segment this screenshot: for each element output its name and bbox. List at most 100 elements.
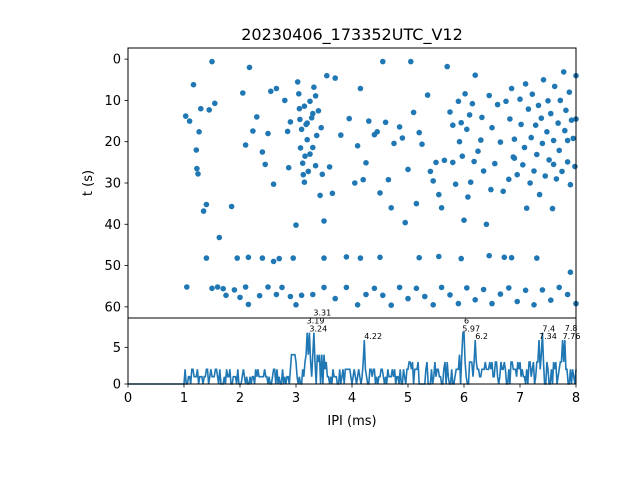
scatter-point-231 bbox=[567, 269, 574, 276]
scatter-point-136 bbox=[528, 134, 534, 141]
scatter-point-104 bbox=[467, 179, 474, 185]
scatter-point-52 bbox=[315, 108, 322, 114]
histogram-x-tick-label: 7 bbox=[516, 391, 524, 406]
scatter-y-tick-label: 40 bbox=[104, 218, 121, 233]
scatter-point-108 bbox=[475, 148, 481, 154]
scatter-point-88 bbox=[436, 191, 442, 198]
scatter-point-161 bbox=[563, 107, 569, 114]
scatter-point-37 bbox=[297, 145, 304, 151]
scatter-point-9 bbox=[203, 201, 210, 208]
scatter-point-48 bbox=[310, 144, 316, 151]
scatter-point-121 bbox=[503, 98, 509, 105]
scatter-point-218 bbox=[259, 255, 266, 261]
scatter-point-186 bbox=[332, 295, 339, 302]
scatter-y-tick-label: 0 bbox=[113, 53, 121, 68]
scatter-point-207 bbox=[514, 298, 520, 305]
scatter-point-18 bbox=[246, 64, 253, 71]
scatter-point-191 bbox=[380, 292, 386, 299]
scatter-point-40 bbox=[300, 171, 307, 178]
scatter-point-162 bbox=[564, 159, 571, 165]
scatter-point-190 bbox=[371, 285, 378, 292]
scatter-point-181 bbox=[287, 293, 294, 300]
scatter-point-23 bbox=[265, 130, 271, 137]
scatter-point-103 bbox=[466, 112, 473, 118]
scatter-point-45 bbox=[305, 168, 312, 175]
scatter-y-tick-label: 60 bbox=[104, 300, 121, 315]
scatter-point-96 bbox=[456, 138, 463, 145]
scatter-y-tick-label: 20 bbox=[104, 135, 121, 150]
scatter-point-105 bbox=[469, 100, 476, 107]
scatter-point-229 bbox=[508, 254, 515, 261]
scatter-point-208 bbox=[522, 287, 529, 294]
scatter-point-241 bbox=[550, 161, 557, 168]
scatter-point-21 bbox=[259, 149, 266, 155]
peak-annotation: 7.76 bbox=[563, 332, 581, 341]
scatter-point-72 bbox=[385, 176, 392, 183]
scatter-point-135 bbox=[527, 180, 533, 186]
histogram-y-ticks: 05 bbox=[113, 341, 128, 393]
scatter-point-71 bbox=[380, 58, 386, 65]
scatter-point-192 bbox=[388, 302, 395, 309]
scatter-point-120 bbox=[501, 254, 508, 261]
scatter-point-133 bbox=[523, 205, 530, 211]
scatter-point-41 bbox=[301, 179, 308, 185]
scatter-point-107 bbox=[472, 72, 479, 78]
scatter-point-211 bbox=[548, 297, 554, 304]
histogram-x-tick-label: 1 bbox=[180, 391, 188, 406]
scatter-point-17 bbox=[242, 142, 249, 148]
scatter-point-232 bbox=[304, 120, 311, 126]
scatter-point-195 bbox=[413, 285, 420, 292]
scatter-point-149 bbox=[546, 157, 552, 163]
scatter-point-90 bbox=[441, 157, 448, 164]
scatter-point-3 bbox=[193, 147, 200, 153]
scatter-point-164 bbox=[567, 181, 574, 188]
scatter-point-140 bbox=[534, 151, 540, 158]
scatter-point-114 bbox=[488, 186, 494, 193]
scatter-point-188 bbox=[354, 302, 361, 308]
peak-annotation: 7.4 bbox=[542, 325, 555, 334]
scatter-point-201 bbox=[464, 285, 470, 291]
scatter-point-144 bbox=[539, 140, 546, 147]
scatter-point-6 bbox=[196, 129, 202, 135]
scatter-point-173 bbox=[231, 287, 238, 293]
scatter-point-75 bbox=[396, 124, 403, 130]
histogram-x-tick-label: 0 bbox=[124, 391, 132, 406]
scatter-point-153 bbox=[551, 83, 558, 90]
scatter-point-8 bbox=[200, 208, 207, 214]
scatter-point-54 bbox=[318, 124, 325, 131]
scatter-point-172 bbox=[223, 292, 229, 299]
scatter-point-112 bbox=[483, 221, 490, 228]
scatter-point-239 bbox=[450, 122, 456, 128]
scatter-point-19 bbox=[250, 128, 256, 134]
scatter-point-29 bbox=[284, 128, 291, 135]
scatter-point-210 bbox=[539, 287, 546, 293]
scatter-point-101 bbox=[464, 126, 470, 133]
scatter-point-35 bbox=[296, 105, 303, 112]
scatter-point-182 bbox=[293, 302, 299, 308]
peak-annotation: 7.34 bbox=[539, 332, 557, 341]
scatter-point-238 bbox=[382, 119, 389, 126]
scatter-point-170 bbox=[209, 285, 215, 292]
scatter-point-98 bbox=[459, 153, 466, 159]
histogram-y-tick-label: 5 bbox=[113, 341, 121, 356]
scatter-point-83 bbox=[419, 141, 425, 147]
scatter-point-132 bbox=[522, 81, 529, 87]
scatter-point-30 bbox=[285, 164, 292, 171]
scatter-point-92 bbox=[447, 109, 453, 115]
scatter-point-74 bbox=[391, 140, 397, 147]
scatter-point-44 bbox=[304, 136, 311, 143]
scatter-point-56 bbox=[321, 218, 327, 224]
scatter-point-237 bbox=[374, 129, 381, 135]
scatter-point-215 bbox=[203, 255, 210, 261]
scatter-point-146 bbox=[542, 173, 548, 179]
scatter-point-230 bbox=[534, 255, 540, 261]
scatter-point-206 bbox=[506, 285, 512, 291]
scatter-point-200 bbox=[455, 300, 462, 307]
scatter-point-93 bbox=[450, 159, 456, 166]
histogram-x-label: IPI (ms) bbox=[327, 414, 376, 429]
histogram-x-tick-label: 6 bbox=[460, 391, 468, 406]
scatter-point-157 bbox=[557, 97, 564, 104]
scatter-point-77 bbox=[402, 219, 409, 226]
scatter-point-84 bbox=[424, 92, 431, 98]
